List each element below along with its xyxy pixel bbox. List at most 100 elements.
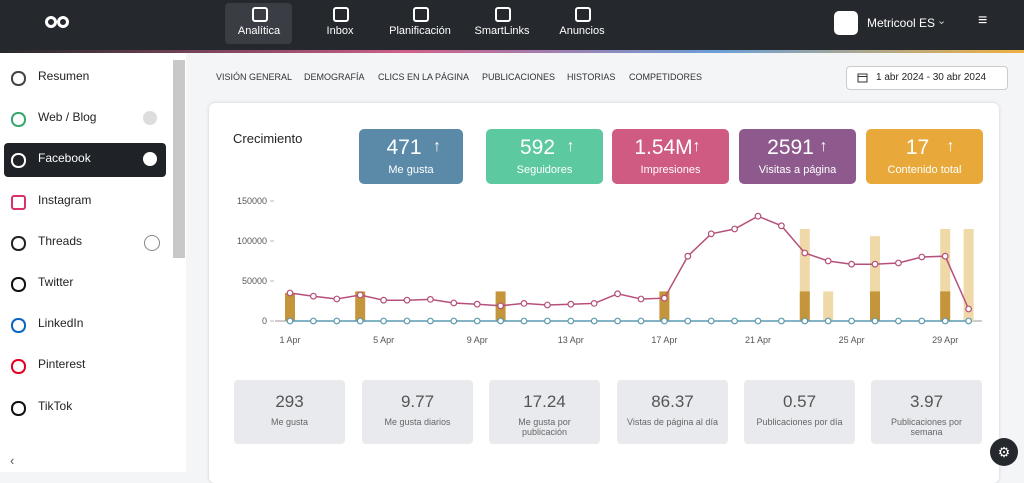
- dropdown-caret[interactable]: ⌄: [937, 15, 947, 27]
- point: [941, 252, 949, 260]
- point: [895, 317, 902, 325]
- bar: [285, 293, 295, 321]
- point: [286, 317, 294, 325]
- kpi-arrow: ↑: [692, 138, 701, 155]
- bar: [355, 291, 366, 321]
- tab[interactable]: HISTORIAS: [567, 72, 616, 82]
- point: [426, 317, 434, 325]
- sidebar-item[interactable]: Web / Blog: [38, 110, 97, 125]
- nav-item[interactable]: Analítica: [237, 25, 281, 37]
- x-tick-label: 5 Apr: [373, 335, 394, 345]
- bar: [870, 236, 880, 321]
- point: [497, 302, 505, 310]
- nav-icon: [575, 7, 591, 22]
- point: [426, 295, 434, 303]
- stat-value: 9.77: [362, 380, 473, 444]
- nav-item[interactable]: Anuncios: [559, 25, 605, 37]
- nav-icon: [495, 7, 511, 22]
- sidebar-item[interactable]: Pinterest: [38, 357, 86, 372]
- point: [824, 257, 832, 265]
- nav-icon: [413, 7, 429, 22]
- tab[interactable]: COMPETIDORES: [629, 72, 703, 82]
- stat-value: 3.97: [871, 380, 982, 444]
- kpi-label: Impresiones: [640, 164, 701, 176]
- point: [497, 317, 505, 325]
- point: [356, 291, 364, 299]
- point: [286, 289, 294, 297]
- point: [520, 299, 528, 307]
- kpi-card: 592 ↑ Seguidores: [486, 129, 603, 184]
- sidebar-icon: [11, 277, 26, 292]
- kpi-card: 1.54M ↑ Impresiones: [612, 129, 729, 184]
- point: [403, 317, 411, 325]
- point: [731, 225, 739, 233]
- sidebar-item[interactable]: LinkedIn: [38, 316, 84, 331]
- sidebar-icon: [11, 194, 26, 210]
- tab[interactable]: CLICS EN LA PÁGINA: [378, 72, 470, 82]
- scrollbar: [173, 60, 185, 258]
- top-bar: Analítica Inbox Planificación SmartLinks Anu…: [0, 0, 1024, 50]
- point: [965, 317, 972, 325]
- sidebar-item[interactable]: Threads: [38, 233, 83, 248]
- point: [707, 230, 715, 238]
- bar: [940, 229, 951, 321]
- point: [473, 300, 481, 308]
- point: [590, 317, 598, 325]
- point: [778, 222, 785, 230]
- bar: [659, 291, 670, 321]
- sidebar-item[interactable]: Facebook: [38, 151, 91, 166]
- tab[interactable]: VISIÓN GENERAL: [216, 72, 293, 82]
- nav-item[interactable]: Inbox: [326, 25, 354, 37]
- point: [965, 305, 972, 313]
- point: [567, 300, 575, 308]
- kpi-arrow: ↑: [946, 138, 955, 155]
- point: [918, 253, 926, 261]
- point: [333, 317, 341, 325]
- sidebar-item[interactable]: Twitter: [38, 275, 74, 289]
- point: [754, 317, 762, 325]
- x-tick-label: 17 Apr: [651, 335, 677, 345]
- point: [661, 294, 668, 302]
- point: [403, 296, 411, 304]
- nav-item[interactable]: Planificación: [389, 25, 451, 37]
- sidebar-item[interactable]: TikTok: [38, 398, 73, 413]
- kpi-label: Contenido total: [887, 164, 962, 176]
- bar: [940, 291, 951, 321]
- account-name[interactable]: Metricool ES: [867, 16, 936, 30]
- x-tick-label: 1 Apr: [279, 335, 300, 345]
- date-picker[interactable]: 1 abr 2024 - 30 abr 2024: [846, 66, 1008, 90]
- point: [778, 317, 785, 325]
- kpi-card: 471 ↑ Me gusta: [359, 129, 463, 184]
- tab[interactable]: PUBLICACIONES: [482, 72, 556, 82]
- menu-button[interactable]: ≡: [978, 12, 988, 29]
- nav-item[interactable]: SmartLinks: [474, 25, 530, 37]
- collapse-button[interactable]: ‹: [10, 453, 15, 468]
- stat-value: 17.24: [489, 380, 600, 444]
- settings-button[interactable]: ⚙: [990, 438, 1018, 466]
- connect-icon: [144, 400, 158, 414]
- point: [801, 249, 809, 257]
- sidebar-item[interactable]: Resumen: [38, 69, 90, 83]
- point: [684, 252, 692, 260]
- point: [614, 317, 622, 325]
- stat-label: Me gusta: [270, 417, 309, 427]
- bar: [799, 291, 810, 321]
- point: [544, 317, 551, 325]
- sidebar-icon: [11, 400, 26, 416]
- tab[interactable]: DEMOGRAFÍA: [304, 72, 365, 82]
- sidebar-icon: [11, 235, 26, 251]
- nav-icon: [333, 7, 349, 22]
- sidebar-item[interactable]: Instagram: [38, 192, 92, 207]
- sidebar-icon: [11, 153, 26, 169]
- connect-icon: [144, 358, 158, 372]
- point: [848, 260, 855, 268]
- stat-value: 293: [234, 380, 345, 444]
- point: [590, 299, 598, 307]
- point: [754, 212, 762, 220]
- sidebar-icon: [11, 359, 26, 375]
- point: [801, 317, 809, 325]
- calendar-icon: [857, 73, 868, 83]
- connect-icon: [144, 276, 158, 290]
- point: [637, 295, 645, 303]
